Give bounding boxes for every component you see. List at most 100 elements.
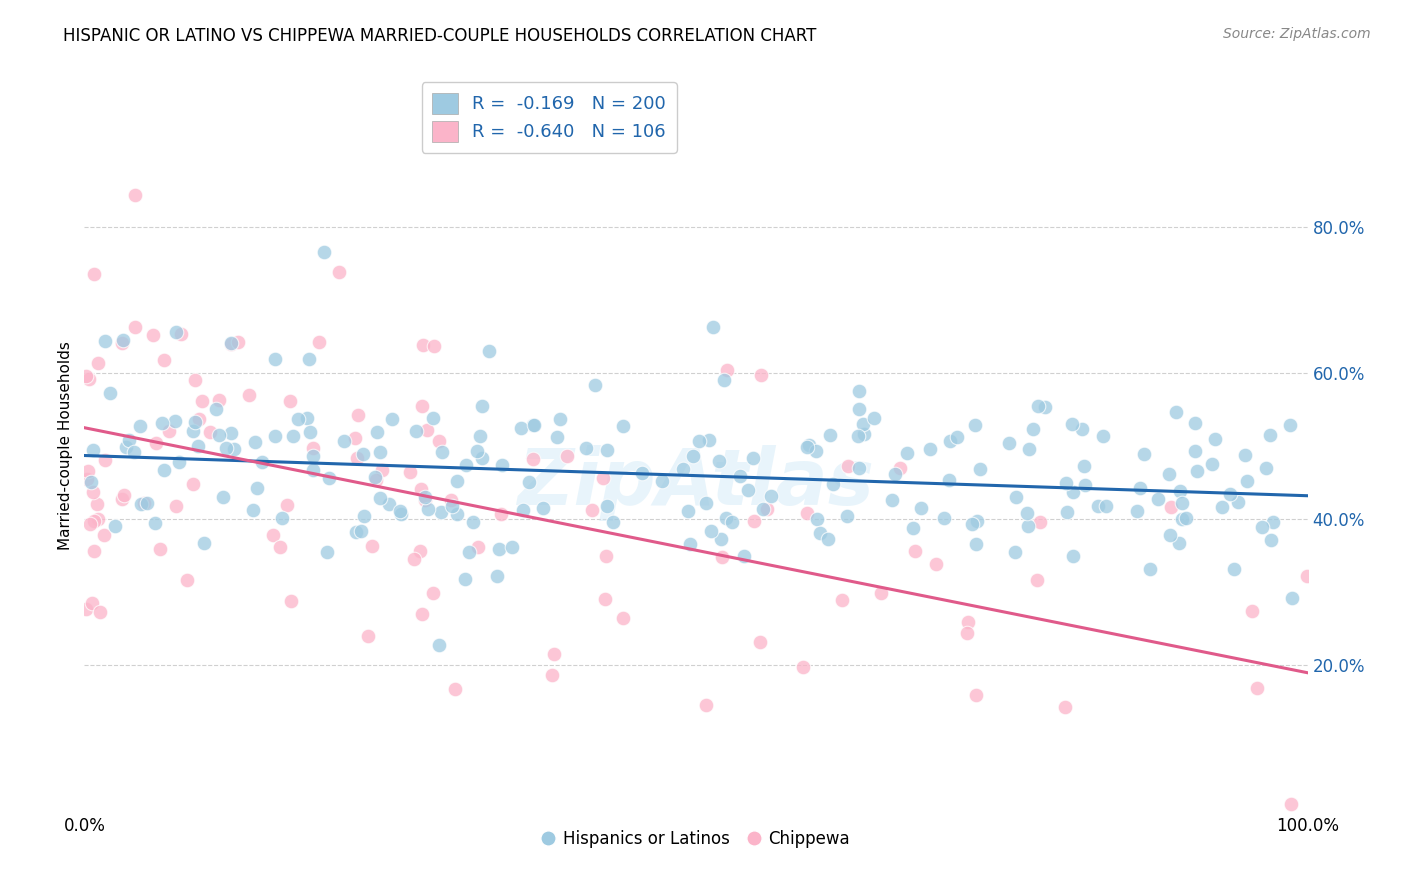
Point [1017, 506, 1039, 520]
Point [409, 543, 432, 558]
Point [399, 465, 422, 479]
Point [299, 425, 322, 440]
Point [679, 537, 702, 551]
Point [111, 336, 134, 351]
Point [246, 481, 269, 495]
Point [546, 429, 568, 443]
Point [1129, 481, 1152, 495]
Point [1070, 421, 1092, 435]
Point [350, 524, 373, 539]
Point [1159, 467, 1181, 482]
Point [427, 434, 450, 448]
Point [956, 615, 979, 629]
Point [441, 499, 464, 513]
Point [1026, 399, 1049, 413]
Point [129, 497, 152, 511]
Point [132, 496, 155, 510]
Point [353, 508, 375, 523]
Point [721, 515, 744, 529]
Point [463, 515, 485, 529]
Point [1246, 681, 1268, 695]
Point [150, 417, 173, 431]
Point [416, 423, 439, 437]
Point [688, 434, 710, 449]
Point [152, 353, 174, 368]
Point [531, 500, 554, 515]
Point [575, 441, 598, 455]
Point [1184, 416, 1206, 430]
Point [86, 497, 108, 511]
Point [198, 425, 221, 440]
Point [672, 462, 695, 476]
Point [184, 415, 207, 429]
Point [413, 493, 436, 508]
Point [596, 443, 619, 458]
Point [1018, 442, 1040, 456]
Point [716, 511, 738, 525]
Point [429, 505, 451, 519]
Point [378, 497, 401, 511]
Text: HISPANIC OR LATINO VS CHIPPEWA MARRIED-COUPLE HOUSEHOLDS CORRELATION CHART: HISPANIC OR LATINO VS CHIPPEWA MARRIED-C… [63, 27, 817, 45]
Point [430, 445, 453, 459]
Point [1029, 515, 1052, 529]
Point [346, 408, 368, 422]
Point [889, 460, 911, 475]
Point [695, 495, 717, 509]
Point [1074, 477, 1097, 491]
Point [318, 471, 340, 485]
Point [187, 412, 209, 426]
Point [541, 668, 564, 682]
Point [364, 470, 387, 484]
Point [593, 591, 616, 606]
Point [368, 445, 391, 459]
Point [98, 385, 121, 400]
Point [862, 411, 884, 425]
Point [965, 537, 987, 551]
Point [1026, 573, 1049, 587]
Point [222, 442, 245, 456]
Point [212, 490, 235, 504]
Point [270, 511, 292, 525]
Point [1260, 533, 1282, 547]
Point [411, 399, 433, 413]
Point [806, 512, 828, 526]
Point [83, 544, 105, 558]
Y-axis label: Married-couple Households: Married-couple Households [58, 342, 73, 550]
Point [1060, 417, 1083, 432]
Point [1033, 401, 1056, 415]
Point [956, 625, 979, 640]
Point [966, 514, 988, 528]
Point [1185, 464, 1208, 478]
Point [1062, 485, 1084, 500]
Text: ZipAtlas: ZipAtlas [517, 444, 875, 521]
Point [710, 550, 733, 565]
Point [1201, 458, 1223, 472]
Point [1167, 536, 1189, 550]
Point [1054, 476, 1077, 491]
Point [409, 482, 432, 496]
Text: Source: ZipAtlas.com: Source: ZipAtlas.com [1223, 27, 1371, 41]
Point [969, 462, 991, 476]
Point [360, 540, 382, 554]
Point [75, 369, 97, 384]
Point [918, 442, 941, 456]
Point [804, 444, 827, 458]
Point [208, 427, 231, 442]
Point [939, 434, 962, 448]
Point [184, 373, 207, 387]
Point [1279, 418, 1302, 433]
Point [555, 449, 578, 463]
Point [87, 356, 110, 370]
Point [595, 549, 617, 563]
Point [215, 442, 238, 456]
Point [165, 325, 187, 339]
Point [422, 586, 444, 600]
Point [486, 569, 509, 583]
Point [1279, 797, 1302, 812]
Point [1126, 504, 1149, 518]
Point [759, 490, 782, 504]
Point [269, 540, 291, 554]
Point [522, 417, 544, 432]
Point [1295, 568, 1317, 582]
Point [328, 265, 350, 279]
